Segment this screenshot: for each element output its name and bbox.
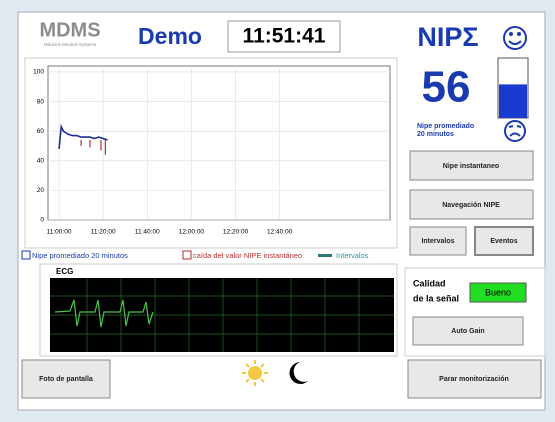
nipe-value: 56 [422,63,471,112]
button-label[interactable]: Auto Gain [451,328,484,335]
legend-label: Intervalos [336,251,369,260]
clock: 11:51:41 [243,25,326,48]
logo-subtitle: Mdoloris Medical Systems [44,42,97,47]
x-tick-label: 12:00:00 [179,229,205,236]
legend-icon [21,250,31,260]
quality: Bueno [485,287,511,297]
ecg-label: ECG [56,267,73,276]
button[interactable] [409,150,534,181]
quality-box [469,282,527,303]
button-label[interactable]: Nipe instantaneo [443,163,499,170]
button-label[interactable]: Parar monitorización [439,376,509,383]
button-label[interactable]: Navegación NIPE [442,202,500,209]
x-tick-label: 11:00:00 [47,229,72,236]
legend-icon [318,254,332,257]
x-tick-label: 11:20:00 [91,229,116,236]
x-tick-label: 12:40:00 [267,229,293,236]
signal-label: Calidad [413,278,446,288]
signal-label: de la señal [413,293,459,303]
button-label[interactable]: Intervalos [421,238,454,245]
button[interactable] [474,226,534,256]
ecg-grid [50,278,394,352]
button[interactable] [21,359,111,399]
legend-label: caída del valor NIPE instantáneo [193,251,302,260]
button[interactable] [412,316,524,346]
y-tick-label: 80 [37,98,45,105]
legend-label: Nipe promediado 20 minutos [32,251,128,260]
brand: NIPΣ [417,22,478,52]
x-tick-label: 12:20:00 [223,229,249,236]
legend-icon [182,250,192,260]
y-tick-label: 20 [37,187,45,194]
clock-box [227,20,341,53]
nipe-label: 20 minutos [417,131,454,138]
button[interactable] [409,189,534,220]
y-tick-label: 100 [33,69,44,76]
logo: MDMS [39,19,100,41]
x-tick-label: 11:40:00 [135,229,160,236]
nipe-label: Nipe promediado [417,123,474,130]
sun-icon[interactable] [242,360,268,386]
title: Demo [138,23,202,49]
plot-area [47,65,391,221]
button[interactable] [409,226,467,256]
y-tick-label: 60 [37,128,45,135]
y-tick-label: 0 [40,217,44,224]
ecg-wave [54,299,154,328]
button-label[interactable]: Foto de pantalla [39,376,93,383]
happy-face [503,26,527,50]
gauge-fill [499,84,527,118]
sad-face [504,120,526,142]
trend-line [58,123,108,150]
moon-icon[interactable] [289,362,308,384]
button[interactable] [407,359,542,399]
button-label[interactable]: Eventos [490,238,517,245]
y-tick-label: 40 [37,157,45,164]
